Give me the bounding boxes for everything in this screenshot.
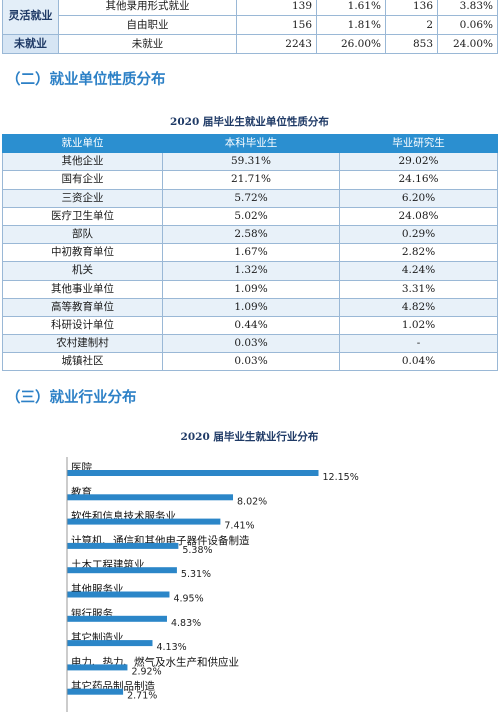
unit-name: 部队 bbox=[2, 224, 163, 245]
table-row: 高等教育单位 1.09% 4.82% bbox=[2, 297, 498, 317]
column-header: 本科毕业生 bbox=[162, 133, 340, 154]
bar bbox=[67, 591, 170, 598]
bar bbox=[67, 470, 319, 476]
section-title-unit-nature: （二）就业单位性质分布 bbox=[6, 72, 166, 88]
cell-value: 156 bbox=[236, 15, 317, 35]
unit-name: 高等教育单位 bbox=[2, 297, 163, 317]
table-row: 其他事业单位 1.09% 3.31% bbox=[2, 279, 498, 299]
row-name: 其他录用形式就业 bbox=[58, 0, 237, 16]
table-row: 三资企业 5.72% 6.20% bbox=[2, 188, 498, 208]
cell-value: - bbox=[339, 334, 498, 354]
bar bbox=[67, 688, 124, 695]
value-label: 8.02% bbox=[237, 496, 267, 507]
flex-employment-label: 灵活就业 bbox=[2, 0, 59, 35]
bar bbox=[67, 640, 153, 647]
value-label: 4.95% bbox=[173, 594, 203, 605]
cell-value: 3.83% bbox=[437, 0, 498, 16]
bar bbox=[67, 567, 177, 574]
cell-value: 1.61% bbox=[316, 0, 386, 16]
column-header: 就业单位 bbox=[2, 133, 163, 154]
cell-value: 2243 bbox=[236, 34, 317, 54]
cell-value: 26.00% bbox=[316, 34, 386, 54]
table-row: 自由职业 156 1.81% 2 0.06% bbox=[3, 15, 498, 35]
cell-value: 21.71% bbox=[162, 170, 340, 190]
cell-value: 0.03% bbox=[162, 352, 340, 372]
cell-value: 1.67% bbox=[162, 243, 340, 263]
cell-value: 1.09% bbox=[162, 279, 340, 299]
value-label: 5.38% bbox=[182, 545, 212, 556]
cell-value: 136 bbox=[385, 0, 438, 16]
cell-value: 24.16% bbox=[339, 170, 498, 190]
unit-name: 城镇社区 bbox=[2, 352, 163, 372]
bar bbox=[67, 494, 234, 501]
unit-name: 其他企业 bbox=[2, 152, 163, 172]
column-header: 毕业研究生 bbox=[339, 133, 498, 154]
table-row: 城镇社区 0.03% 0.04% bbox=[2, 352, 498, 372]
cell-value: 29.02% bbox=[339, 152, 498, 172]
industry-bar-chart: 医院12.15%教育8.02%软件和信息技术服务业7.41%计算机、通信和其他电… bbox=[66, 457, 359, 712]
table-row: 科研设计单位 0.44% 1.02% bbox=[2, 315, 498, 336]
table-row: 部队 2.58% 0.29% bbox=[2, 224, 498, 245]
row-name: 自由职业 bbox=[58, 15, 237, 35]
table-row: 国有企业 21.71% 24.16% bbox=[2, 170, 498, 190]
cell-value: 4.82% bbox=[339, 297, 498, 317]
unit-name: 中初教育单位 bbox=[2, 243, 163, 263]
value-label: 4.83% bbox=[171, 618, 201, 629]
table-row: 机关 1.32% 4.24% bbox=[2, 261, 498, 281]
value-label: 2.71% bbox=[127, 691, 157, 702]
table-row: 灵活就业 其他录用形式就业 139 1.61% 136 3.83% bbox=[2, 0, 498, 35]
bar bbox=[67, 615, 167, 622]
unemployed-label: 未就业 bbox=[2, 34, 59, 54]
cell-value: 1.02% bbox=[339, 315, 498, 336]
cell-value: 24.08% bbox=[339, 206, 498, 226]
cell-value: 1.09% bbox=[162, 297, 340, 317]
table-row: 医疗卫生单位 5.02% 24.08% bbox=[2, 206, 498, 226]
cell-value: 0.04% bbox=[339, 352, 498, 372]
unit-name: 农村建制村 bbox=[2, 334, 163, 354]
value-label: 12.15% bbox=[323, 472, 359, 483]
cell-value: 0.29% bbox=[339, 224, 498, 245]
cell-value: 2.58% bbox=[162, 224, 340, 245]
cell-value: 6.20% bbox=[339, 188, 498, 208]
bar bbox=[67, 664, 128, 671]
section-title-industry: （三）就业行业分布 bbox=[6, 390, 137, 406]
unit-name: 科研设计单位 bbox=[2, 315, 163, 336]
cell-value: 853 bbox=[385, 34, 438, 54]
table-row: 农村建制村 0.03% - bbox=[2, 334, 498, 354]
bar bbox=[67, 542, 179, 549]
bar bbox=[67, 518, 221, 525]
cell-value: 0.03% bbox=[162, 334, 340, 354]
cell-value: 5.72% bbox=[162, 188, 340, 208]
cell-value: 2 bbox=[385, 15, 438, 35]
unit-name: 其他事业单位 bbox=[2, 279, 163, 299]
table-row: 其他企业 59.31% 29.02% bbox=[2, 152, 498, 172]
cell-value: 59.31% bbox=[162, 152, 340, 172]
unit-name: 机关 bbox=[2, 261, 163, 281]
unit-nature-table: 就业单位 本科毕业生 毕业研究生 其他企业 59.31% 29.02% 国有企业 21.71%… bbox=[2, 133, 498, 372]
table-header-row: 就业单位 本科毕业生 毕业研究生 bbox=[2, 133, 498, 154]
industry-caption: 2020 届毕业生就业行业分布 bbox=[180, 431, 319, 443]
value-label: 7.41% bbox=[224, 521, 254, 532]
cell-value: 139 bbox=[236, 0, 317, 16]
cell-value: 1.32% bbox=[162, 261, 340, 281]
cell-value: 5.02% bbox=[162, 206, 340, 226]
cell-value: 4.24% bbox=[339, 261, 498, 281]
cell-value: 3.31% bbox=[339, 279, 498, 299]
row-name: 未就业 bbox=[58, 34, 237, 54]
cell-value: 1.81% bbox=[316, 15, 386, 35]
cell-value: 2.82% bbox=[339, 243, 498, 263]
unit-name: 三资企业 bbox=[2, 188, 163, 208]
table-row: 中初教育单位 1.67% 2.82% bbox=[2, 243, 498, 263]
employment-status-table: 灵活就业 其他录用形式就业 139 1.61% 136 3.83% 自由职业 1… bbox=[2, 0, 498, 54]
unit-nature-caption: 2020 届毕业生就业单位性质分布 bbox=[170, 116, 329, 128]
table-row: 未就业 未就业 2243 26.00% 853 24.00% bbox=[2, 34, 498, 54]
unit-name: 医疗卫生单位 bbox=[2, 206, 163, 226]
cell-value: 24.00% bbox=[437, 34, 498, 54]
cell-value: 0.06% bbox=[437, 15, 498, 35]
value-label: 2.92% bbox=[131, 666, 161, 677]
cell-value: 0.44% bbox=[162, 315, 340, 336]
value-label: 4.13% bbox=[156, 642, 186, 653]
unit-name: 国有企业 bbox=[2, 170, 163, 190]
value-label: 5.31% bbox=[181, 569, 211, 580]
